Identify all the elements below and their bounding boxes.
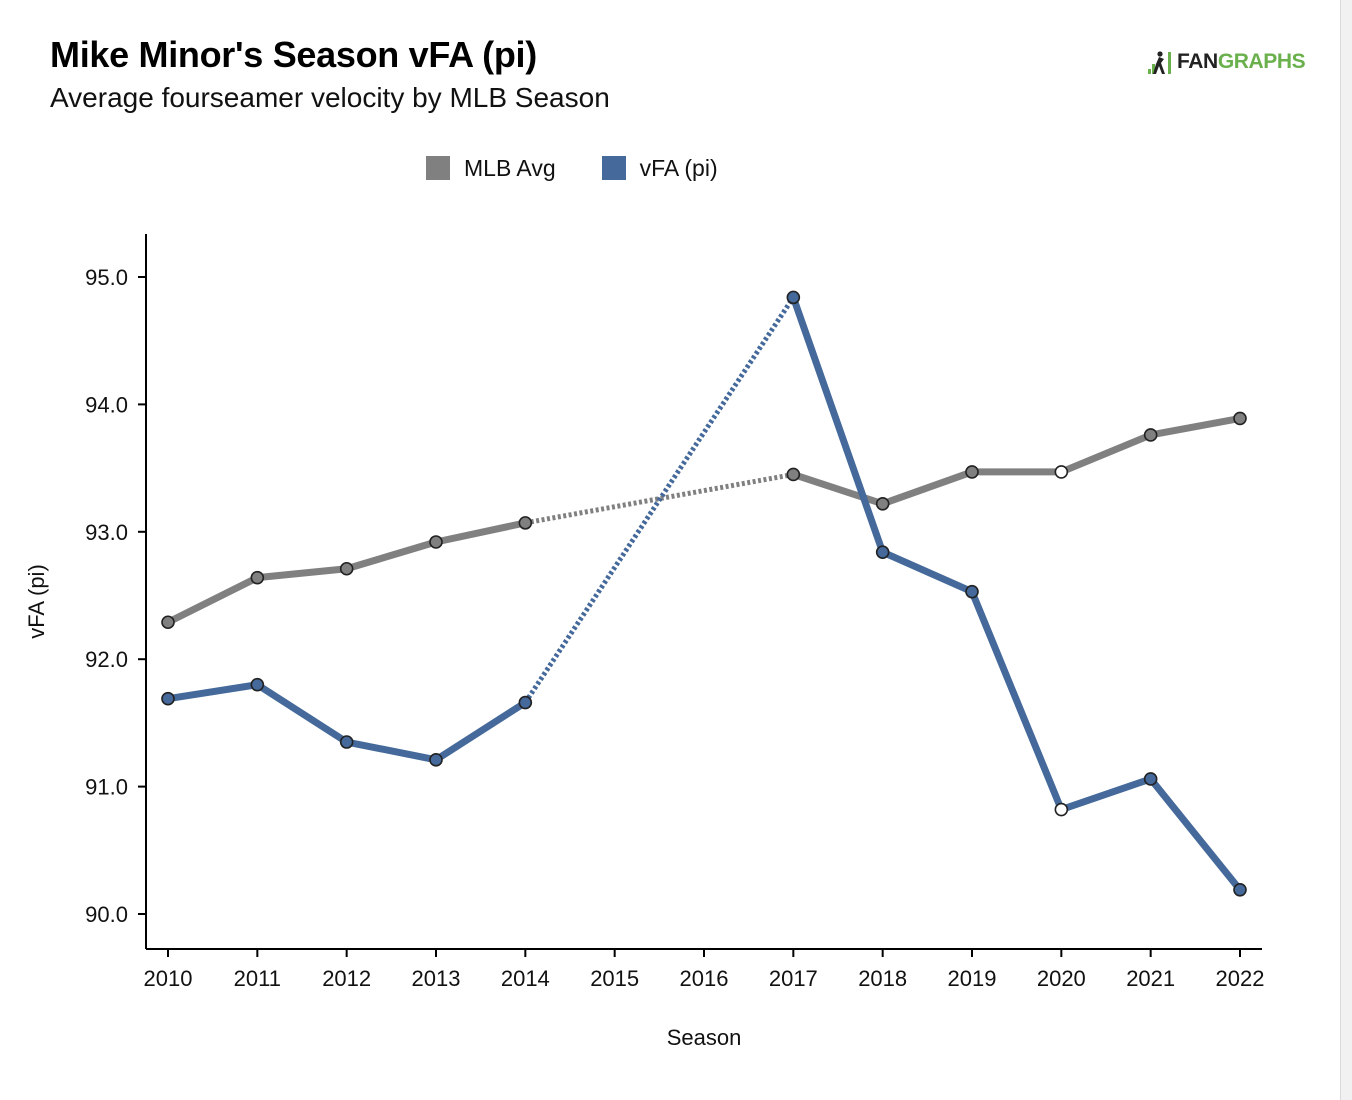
- x-tick-label: 2012: [322, 966, 371, 991]
- series-line-vfa-dotted: [523, 296, 796, 704]
- series-line-mlb-avg-dotted: [524, 472, 794, 526]
- data-point-vfa[interactable]: [429, 753, 443, 767]
- y-axis-title: vFA (pi): [24, 564, 49, 639]
- x-tick-label: 2017: [769, 966, 818, 991]
- x-tick-label: 2016: [680, 966, 729, 991]
- series-line-mlb-avg: [164, 574, 261, 626]
- series-line-vfa: [164, 681, 261, 703]
- series-line-mlb-avg: [343, 538, 440, 573]
- series-line-vfa: [1057, 775, 1155, 814]
- y-tick-label: 90.0: [85, 902, 128, 927]
- data-point-mlb-avg[interactable]: [1143, 428, 1158, 442]
- series-line-vfa: [432, 699, 529, 764]
- x-tick-label: 2015: [590, 966, 639, 991]
- x-tick-label: 2022: [1216, 966, 1265, 991]
- chart-legend: MLB Avg vFA (pi): [426, 150, 718, 186]
- y-tick-label: 93.0: [85, 520, 128, 545]
- series-line-vfa: [343, 738, 440, 764]
- data-point-mlb-avg[interactable]: [518, 516, 533, 530]
- data-point-vfa[interactable]: [1143, 772, 1158, 786]
- data-point-vfa[interactable]: [161, 691, 175, 706]
- data-point-vfa[interactable]: [250, 677, 265, 692]
- data-point-mlb-avg[interactable]: [161, 615, 175, 630]
- series-line-mlb-avg: [1057, 431, 1155, 476]
- series-line-vfa: [968, 588, 1065, 814]
- data-point-mlb-avg[interactable]: [1054, 465, 1069, 479]
- legend-item-vfa[interactable]: vFA (pi): [601, 154, 718, 182]
- series-line-mlb-avg: [1147, 414, 1244, 439]
- data-point-vfa[interactable]: [875, 545, 890, 559]
- x-tick-label: 2014: [501, 966, 550, 991]
- data-point-mlb-avg[interactable]: [1233, 411, 1247, 426]
- window-right-edge: [1340, 0, 1352, 1100]
- x-tick-label: 2020: [1037, 966, 1086, 991]
- legend-swatch-vfa: [601, 156, 626, 180]
- data-point-mlb-avg[interactable]: [250, 570, 265, 585]
- x-tick-label: 2019: [948, 966, 997, 991]
- x-axis-title: Season: [667, 1025, 742, 1050]
- data-point-mlb-avg[interactable]: [786, 467, 801, 482]
- data-point-vfa[interactable]: [965, 584, 979, 599]
- x-tick-label: 2010: [144, 966, 193, 991]
- y-tick-label: 94.0: [85, 392, 128, 417]
- series-line-mlb-avg: [432, 519, 529, 546]
- series-line-vfa: [1147, 775, 1244, 894]
- legend-item-mlb-avg[interactable]: MLB Avg: [426, 155, 556, 182]
- data-point-vfa[interactable]: [339, 735, 354, 749]
- data-point-vfa[interactable]: [1054, 802, 1069, 817]
- data-point-mlb-avg[interactable]: [875, 496, 890, 511]
- fangraphs-logo-icon: [1148, 51, 1171, 74]
- legend-label-mlb-avg: MLB Avg: [464, 154, 556, 181]
- series-line-mlb-avg: [253, 565, 351, 582]
- y-tick-label: 95.0: [85, 265, 128, 290]
- series-line-vfa: [253, 681, 351, 746]
- data-point-mlb-avg[interactable]: [339, 561, 354, 576]
- chart-title: Mike Minor's Season vFA (pi): [50, 34, 537, 75]
- x-tick-label: 2011: [234, 966, 281, 991]
- data-point-vfa[interactable]: [1233, 882, 1247, 897]
- x-tick-label: 2013: [412, 966, 461, 991]
- series-line-vfa: [879, 548, 976, 596]
- data-point-vfa[interactable]: [518, 695, 533, 710]
- chart-subtitle: Average fourseamer velocity by MLB Seaso…: [50, 82, 610, 113]
- fangraphs-logo[interactable]: FANGRAPHS: [1148, 46, 1306, 78]
- brand-graphs-text: GRAPHS: [1217, 50, 1306, 73]
- brand-fan-text: FAN: [1177, 50, 1218, 73]
- data-point-vfa[interactable]: [786, 290, 801, 305]
- x-tick-label: 2021: [1126, 966, 1175, 991]
- series-line-vfa: [789, 293, 887, 556]
- x-tick-label: 2018: [858, 966, 907, 991]
- y-tick-label: 92.0: [85, 647, 128, 672]
- series-line-mlb-avg: [789, 470, 887, 508]
- series-line-mlb-avg: [879, 468, 976, 508]
- data-point-mlb-avg[interactable]: [429, 535, 443, 549]
- legend-swatch-mlb-avg: [426, 156, 450, 180]
- y-tick-label: 91.0: [85, 775, 128, 800]
- data-point-mlb-avg[interactable]: [965, 465, 979, 479]
- legend-label-vfa: vFA (pi): [639, 154, 718, 181]
